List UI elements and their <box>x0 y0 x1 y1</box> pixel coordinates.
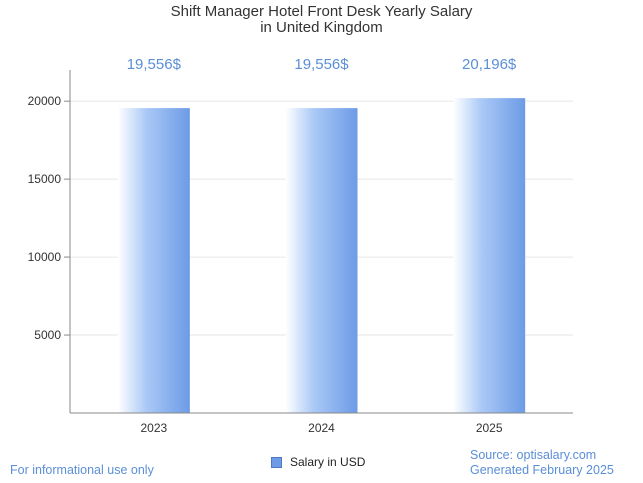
chart-title-line-1: Shift Manager Hotel Front Desk Yearly Sa… <box>170 3 473 20</box>
legend[interactable]: Salary in USD <box>271 455 365 469</box>
bar-2023[interactable] <box>117 108 190 413</box>
y-tick-label: 20000 <box>28 94 62 108</box>
x-tick-label: 2024 <box>308 421 335 435</box>
bar-value-label: 20,196$ <box>462 56 517 73</box>
x-tick-label: 2025 <box>476 421 503 435</box>
legend-label: Salary in USD <box>290 455 366 469</box>
bar-value-label: 19,556$ <box>127 56 182 73</box>
disclaimer-text: For informational use only <box>10 463 154 477</box>
bar-value-label: 19,556$ <box>294 56 349 73</box>
generated-date: Generated February 2025 <box>470 463 614 477</box>
y-tick-label: 15000 <box>28 172 62 186</box>
bar-2024[interactable] <box>285 108 358 413</box>
legend-swatch <box>271 456 282 468</box>
axes <box>64 70 573 414</box>
y-tick-label: 10000 <box>28 250 62 264</box>
labels: 5000 10000 15000 20000 2023 19,556$ 2024 19,556… <box>28 56 517 435</box>
bars <box>117 98 526 413</box>
y-tick-label: 5000 <box>34 328 61 342</box>
source-link[interactable]: Source: optisalary.com <box>470 448 597 462</box>
x-tick-label: 2023 <box>140 421 167 435</box>
chart-title-line-2: in United Kingdom <box>260 19 383 36</box>
bar-2025[interactable] <box>453 98 526 413</box>
